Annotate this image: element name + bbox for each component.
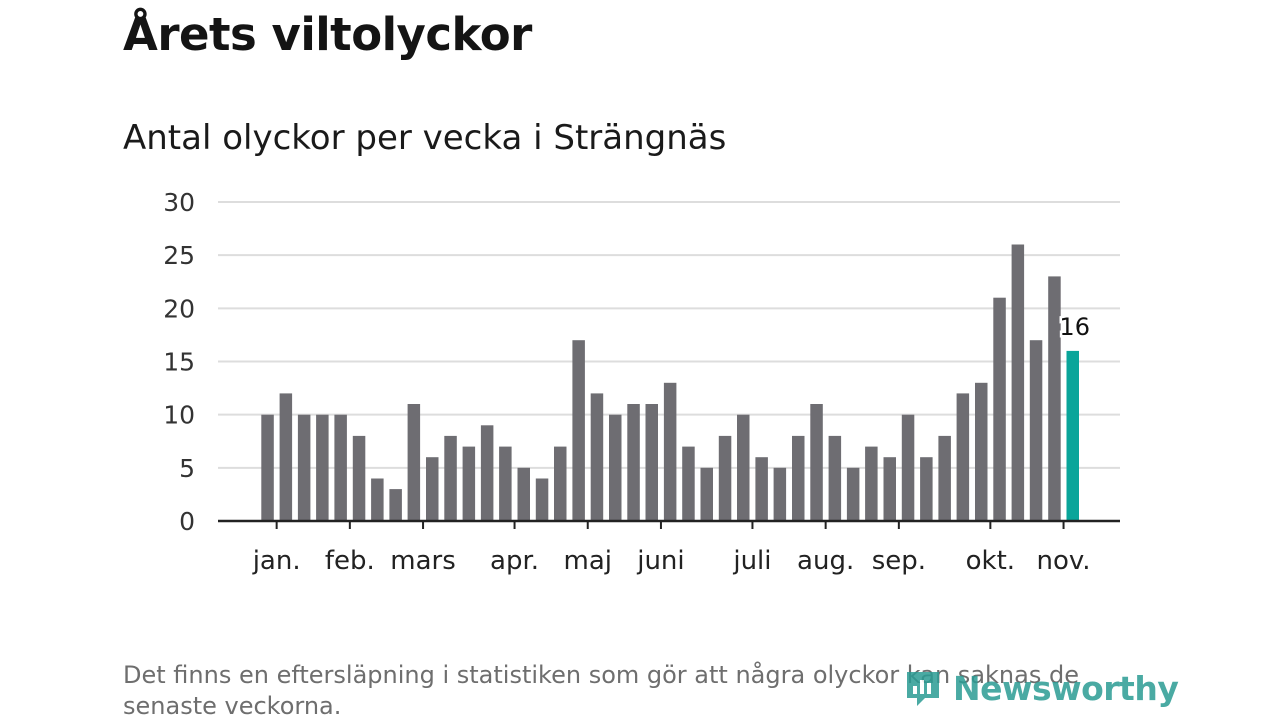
bar <box>407 404 421 521</box>
bar <box>535 478 549 521</box>
x-tick-label: mars <box>390 546 456 576</box>
x-tick-label: juli <box>732 546 771 576</box>
bar <box>517 467 530 521</box>
bar <box>1048 276 1061 521</box>
bar <box>1011 244 1025 521</box>
bar <box>334 414 347 521</box>
x-tick-label: juni <box>636 546 684 576</box>
y-tick-label: 0 <box>179 507 195 536</box>
x-tick-label: jan. <box>252 546 301 576</box>
bar <box>920 457 933 521</box>
y-tick-label: 30 <box>163 188 195 217</box>
bar <box>572 340 585 521</box>
brand-name: Newsworthy <box>953 668 1179 708</box>
bar <box>718 435 732 521</box>
bar <box>297 414 311 521</box>
bar <box>773 467 787 521</box>
chart-headline: Årets viltolyckor <box>123 8 532 61</box>
bar <box>389 489 402 521</box>
bar <box>865 446 878 521</box>
y-tick-label: 10 <box>163 401 195 430</box>
x-axis <box>218 519 1120 529</box>
brand-logo: Newsworthy <box>903 668 1179 708</box>
bar <box>590 393 604 521</box>
y-tick-label: 15 <box>163 348 195 377</box>
bar <box>444 435 457 521</box>
bar <box>755 457 768 521</box>
bar <box>663 382 677 521</box>
bar <box>645 404 658 521</box>
bar <box>883 457 896 521</box>
bar <box>279 393 293 521</box>
bar <box>993 297 1006 521</box>
bar <box>846 467 860 521</box>
bar <box>975 382 988 521</box>
bar <box>627 404 640 521</box>
bars <box>261 244 1079 521</box>
bar <box>682 446 695 521</box>
bar <box>1029 340 1043 521</box>
bar <box>480 425 494 521</box>
bar <box>700 467 713 521</box>
bar <box>352 435 366 521</box>
bar <box>554 446 567 521</box>
bar <box>371 478 384 521</box>
bar <box>316 414 329 521</box>
x-tick-label: apr. <box>490 546 539 576</box>
y-axis-ticks: 0 5 10 15 20 25 30 <box>163 188 195 536</box>
x-tick-label: sep. <box>872 546 926 576</box>
x-tick-label: maj <box>564 546 612 576</box>
newsworthy-bar-chart-icon <box>907 672 939 706</box>
data-label-last: 16 <box>1059 313 1090 341</box>
y-tick-label: 20 <box>163 294 195 323</box>
bar <box>956 393 970 521</box>
bar <box>938 435 951 521</box>
x-tick-label: aug. <box>797 546 854 576</box>
y-tick-label: 5 <box>179 454 195 483</box>
bar <box>901 414 915 521</box>
x-axis-ticks: jan. feb. mars apr. maj juni juli aug. sep. okt. n… <box>252 546 1091 576</box>
x-tick-label: okt. <box>966 546 1015 576</box>
y-tick-label: 25 <box>163 241 195 270</box>
bar <box>426 457 439 521</box>
x-tick-label: feb. <box>325 546 375 576</box>
bar <box>462 446 476 521</box>
bar <box>261 414 274 521</box>
bar <box>737 414 750 521</box>
bar <box>828 435 842 521</box>
bar <box>609 414 622 521</box>
bar <box>810 404 823 521</box>
data-labels: 16 <box>1057 310 1093 343</box>
bar <box>499 446 512 521</box>
bar <box>792 435 805 521</box>
chart-title: Antal olyckor per vecka i Strängnäs <box>123 118 727 158</box>
x-tick-label: nov. <box>1037 546 1091 576</box>
bar-highlight <box>1066 350 1079 521</box>
